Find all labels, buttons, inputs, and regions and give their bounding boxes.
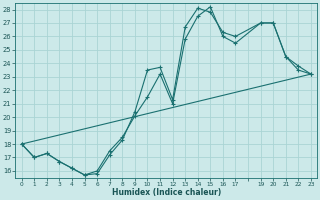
X-axis label: Humidex (Indice chaleur): Humidex (Indice chaleur) (112, 188, 221, 197)
